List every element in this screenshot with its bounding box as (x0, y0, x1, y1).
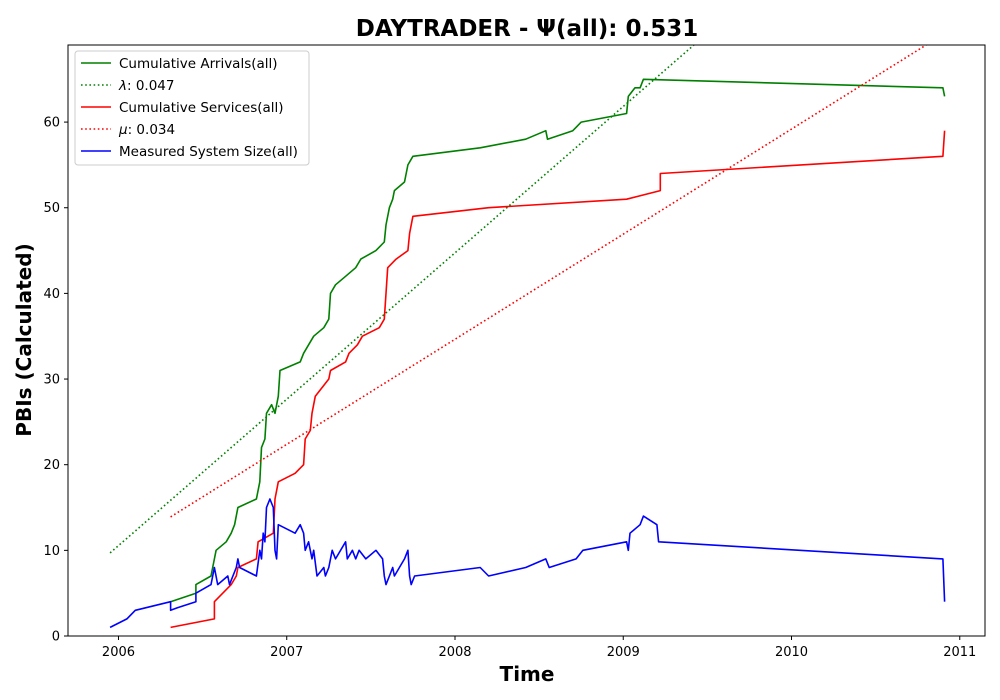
legend-label: Cumulative Arrivals(all) (119, 56, 278, 72)
x-axis-title: Time (500, 662, 555, 686)
x-tick-label: 2008 (438, 645, 471, 660)
x-tick-label: 2011 (943, 645, 976, 660)
series-layer (109, 45, 946, 629)
legend-label: μ: 0.034 (118, 122, 175, 138)
series-line-2 (170, 130, 946, 629)
y-axis: 0 10 20 30 40 50 60 (43, 116, 68, 645)
y-tick-label: 20 (43, 458, 60, 473)
series-line-3 (170, 45, 927, 518)
series-line-1 (109, 45, 695, 554)
legend-item: λ: 0.047 (81, 78, 175, 94)
y-tick-label: 60 (43, 116, 60, 131)
x-tick-label: 2010 (775, 645, 808, 660)
y-tick-label: 10 (43, 544, 60, 559)
series-line-4 (109, 498, 946, 629)
y-tick-label: 40 (43, 287, 60, 302)
legend-items: Cumulative Arrivals(all) λ: 0.047 Cumulati… (81, 56, 298, 160)
legend-box (74, 50, 310, 166)
y-tick-label: 0 (52, 630, 60, 645)
legend-item: Cumulative Arrivals(all) (81, 56, 278, 72)
legend-label: λ: 0.047 (118, 78, 175, 94)
legend: Cumulative Arrivals(all) λ: 0.047 Cumulati… (74, 50, 310, 166)
x-tick-label: 2006 (102, 645, 135, 660)
x-tick-label: 2007 (270, 645, 303, 660)
legend-item: Cumulative Services(all) (81, 100, 284, 116)
legend-item: Measured System Size(all) (81, 144, 298, 160)
chart-title: DAYTRADER - Ψ(all): 0.531 (356, 16, 698, 42)
series-line-0 (170, 78, 946, 603)
y-tick-label: 30 (43, 373, 60, 388)
y-axis-title: PBIs (Calculated) (12, 243, 36, 436)
legend-label: Measured System Size(all) (119, 144, 298, 160)
plot-area-frame (67, 44, 986, 637)
y-tick-label: 50 (43, 201, 60, 216)
legend-item: μ: 0.034 (81, 122, 175, 138)
x-axis: 2006 2007 2008 2009 2010 2011 (102, 636, 976, 660)
legend-label: Cumulative Services(all) (119, 100, 284, 116)
x-tick-label: 2009 (607, 645, 640, 660)
